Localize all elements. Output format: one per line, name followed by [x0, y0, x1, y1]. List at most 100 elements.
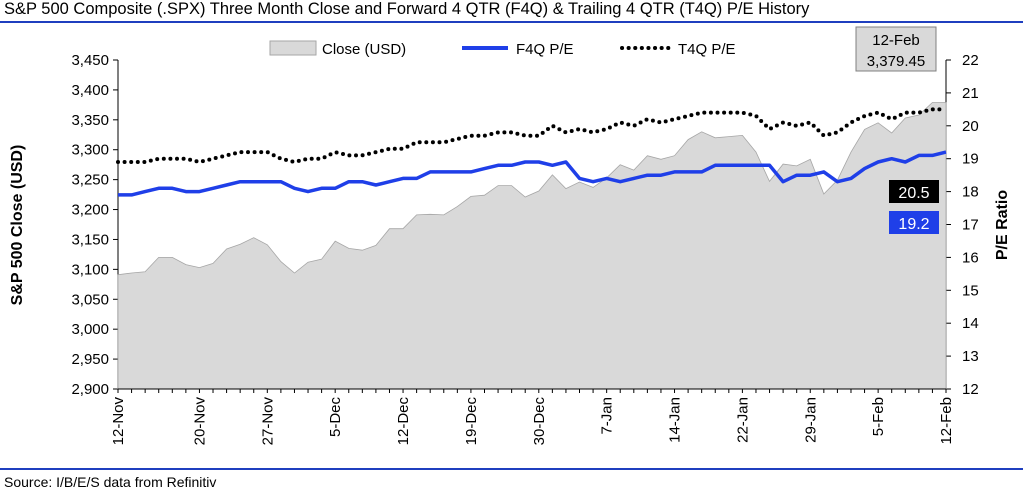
f4q-pe-series: [118, 150, 947, 197]
x-tick-label: 27-Nov: [259, 397, 276, 446]
t4q-dot: [930, 107, 935, 112]
right-tick-label: 22: [962, 52, 979, 69]
left-tick-label: 2,900: [71, 381, 109, 398]
t4q-dot: [271, 153, 276, 158]
t4q-dot: [528, 133, 533, 138]
legend-label-t4q: T4Q P/E: [678, 41, 736, 58]
chart-svg: 2,900 2,950 3,000 3,050 3,100 3,150 3,200 3,250…: [9, 26, 1011, 446]
t4q-dot: [213, 156, 218, 160]
left-tick-label: 3,050: [71, 291, 109, 308]
t4q-dot: [226, 152, 231, 157]
t4q-dot: [246, 150, 250, 155]
left-tick-label: 3,300: [71, 142, 109, 159]
t4q-dot: [708, 110, 713, 115]
t4q-dot: [748, 112, 753, 117]
right-tick-label: 16: [962, 249, 979, 266]
t4q-dot: [175, 156, 179, 161]
t4q-dot: [886, 115, 891, 120]
t4q-dot: [417, 140, 422, 145]
t4q-dot: [601, 127, 606, 132]
t4q-dot: [495, 130, 500, 135]
t4q-dot: [880, 112, 885, 117]
t4q-dot: [856, 117, 861, 121]
t4q-dot: [444, 139, 449, 144]
t4q-dot: [780, 120, 785, 125]
t4q-dot: [569, 129, 574, 133]
t4q-dot: [839, 127, 844, 132]
x-tick-label: 7-Jan: [599, 397, 616, 435]
t4q-dot: [806, 120, 811, 125]
t4q-dot: [540, 130, 545, 135]
right-tick-label: 21: [962, 85, 979, 102]
t4q-dot: [924, 108, 929, 113]
left-tick-label: 3,400: [71, 82, 109, 99]
t4q-dot: [200, 159, 205, 164]
t4q-dot: [595, 129, 600, 134]
right-axis-label: P/E Ratio: [994, 190, 1011, 260]
t4q-dot: [129, 160, 134, 164]
t4q-dot: [769, 126, 773, 131]
left-tick-label: 3,250: [71, 172, 109, 189]
t4q-dot: [509, 130, 513, 135]
t4q-dot: [161, 156, 166, 161]
t4q-dot: [469, 133, 474, 138]
t4q-dot: [816, 128, 821, 133]
t4q-dot: [424, 140, 429, 145]
t4q-dot: [265, 150, 270, 155]
callout-date: 12-Feb: [872, 32, 920, 49]
x-axis: 12-Nov 20-Nov 27-Nov 5-Dec 12-Dec 19-Dec 30-De…: [110, 388, 955, 446]
t4q-dot: [233, 151, 237, 156]
x-tick-label: 5-Feb: [870, 397, 887, 436]
t4q-dot: [937, 107, 942, 112]
t4q-dot: [715, 110, 720, 115]
t4q-dot: [850, 119, 855, 124]
right-axis-ticks: 12 13 14 15 16 17 18 19 20 21 22: [945, 52, 979, 398]
callout-close: 3,379.45: [867, 53, 925, 70]
t4q-dot: [334, 150, 339, 155]
x-tick-label: 5-Dec: [327, 397, 344, 438]
t4q-dot: [821, 133, 826, 137]
t4q-dot: [546, 127, 550, 131]
f4q-value-callout: 19.2: [889, 211, 939, 234]
t4q-dot: [392, 146, 397, 151]
t4q-dot: [868, 112, 873, 117]
t4q-dot: [290, 159, 295, 164]
legend-label-f4q: F4Q P/E: [516, 41, 574, 58]
t4q-dot: [728, 110, 733, 115]
t4q-dot: [142, 160, 147, 164]
left-tick-label: 3,100: [71, 261, 109, 278]
t4q-dot: [898, 112, 903, 117]
right-tick-label: 17: [962, 217, 979, 234]
t4q-dot: [521, 133, 526, 138]
t4q-value-callout: 20.5: [889, 180, 939, 203]
t4q-dot: [722, 110, 727, 115]
bottom-rule: [0, 468, 1023, 470]
t4q-dot: [833, 130, 838, 135]
x-tick-label: 12-Feb: [938, 397, 955, 445]
t4q-dot: [155, 157, 160, 162]
t4q-dot: [379, 148, 384, 153]
close-area-series: [117, 102, 947, 390]
t4q-dot: [874, 110, 879, 115]
t4q-dot: [148, 158, 153, 163]
x-tick-label: 12-Dec: [395, 397, 412, 446]
t4q-dot: [296, 158, 301, 163]
t4q-dot: [405, 144, 410, 149]
t4q-dot: [322, 155, 327, 160]
t4q-dot: [373, 150, 378, 155]
t4q-dot: [607, 125, 612, 130]
t4q-dot: [437, 140, 442, 145]
t4q-dot: [811, 123, 816, 128]
t4q-dot: [741, 111, 746, 115]
t4q-dot: [764, 123, 768, 128]
right-tick-label: 19: [962, 151, 979, 168]
t4q-dot: [844, 123, 849, 128]
t4q-dot: [181, 156, 186, 161]
x-tick-label: 30-Dec: [531, 397, 548, 446]
t4q-dot: [759, 119, 764, 123]
left-tick-label: 2,950: [71, 351, 109, 368]
left-tick-label: 3,450: [71, 52, 109, 69]
right-tick-label: 20: [962, 118, 979, 135]
t4q-dot: [904, 110, 909, 115]
t4q-dot: [194, 159, 199, 164]
